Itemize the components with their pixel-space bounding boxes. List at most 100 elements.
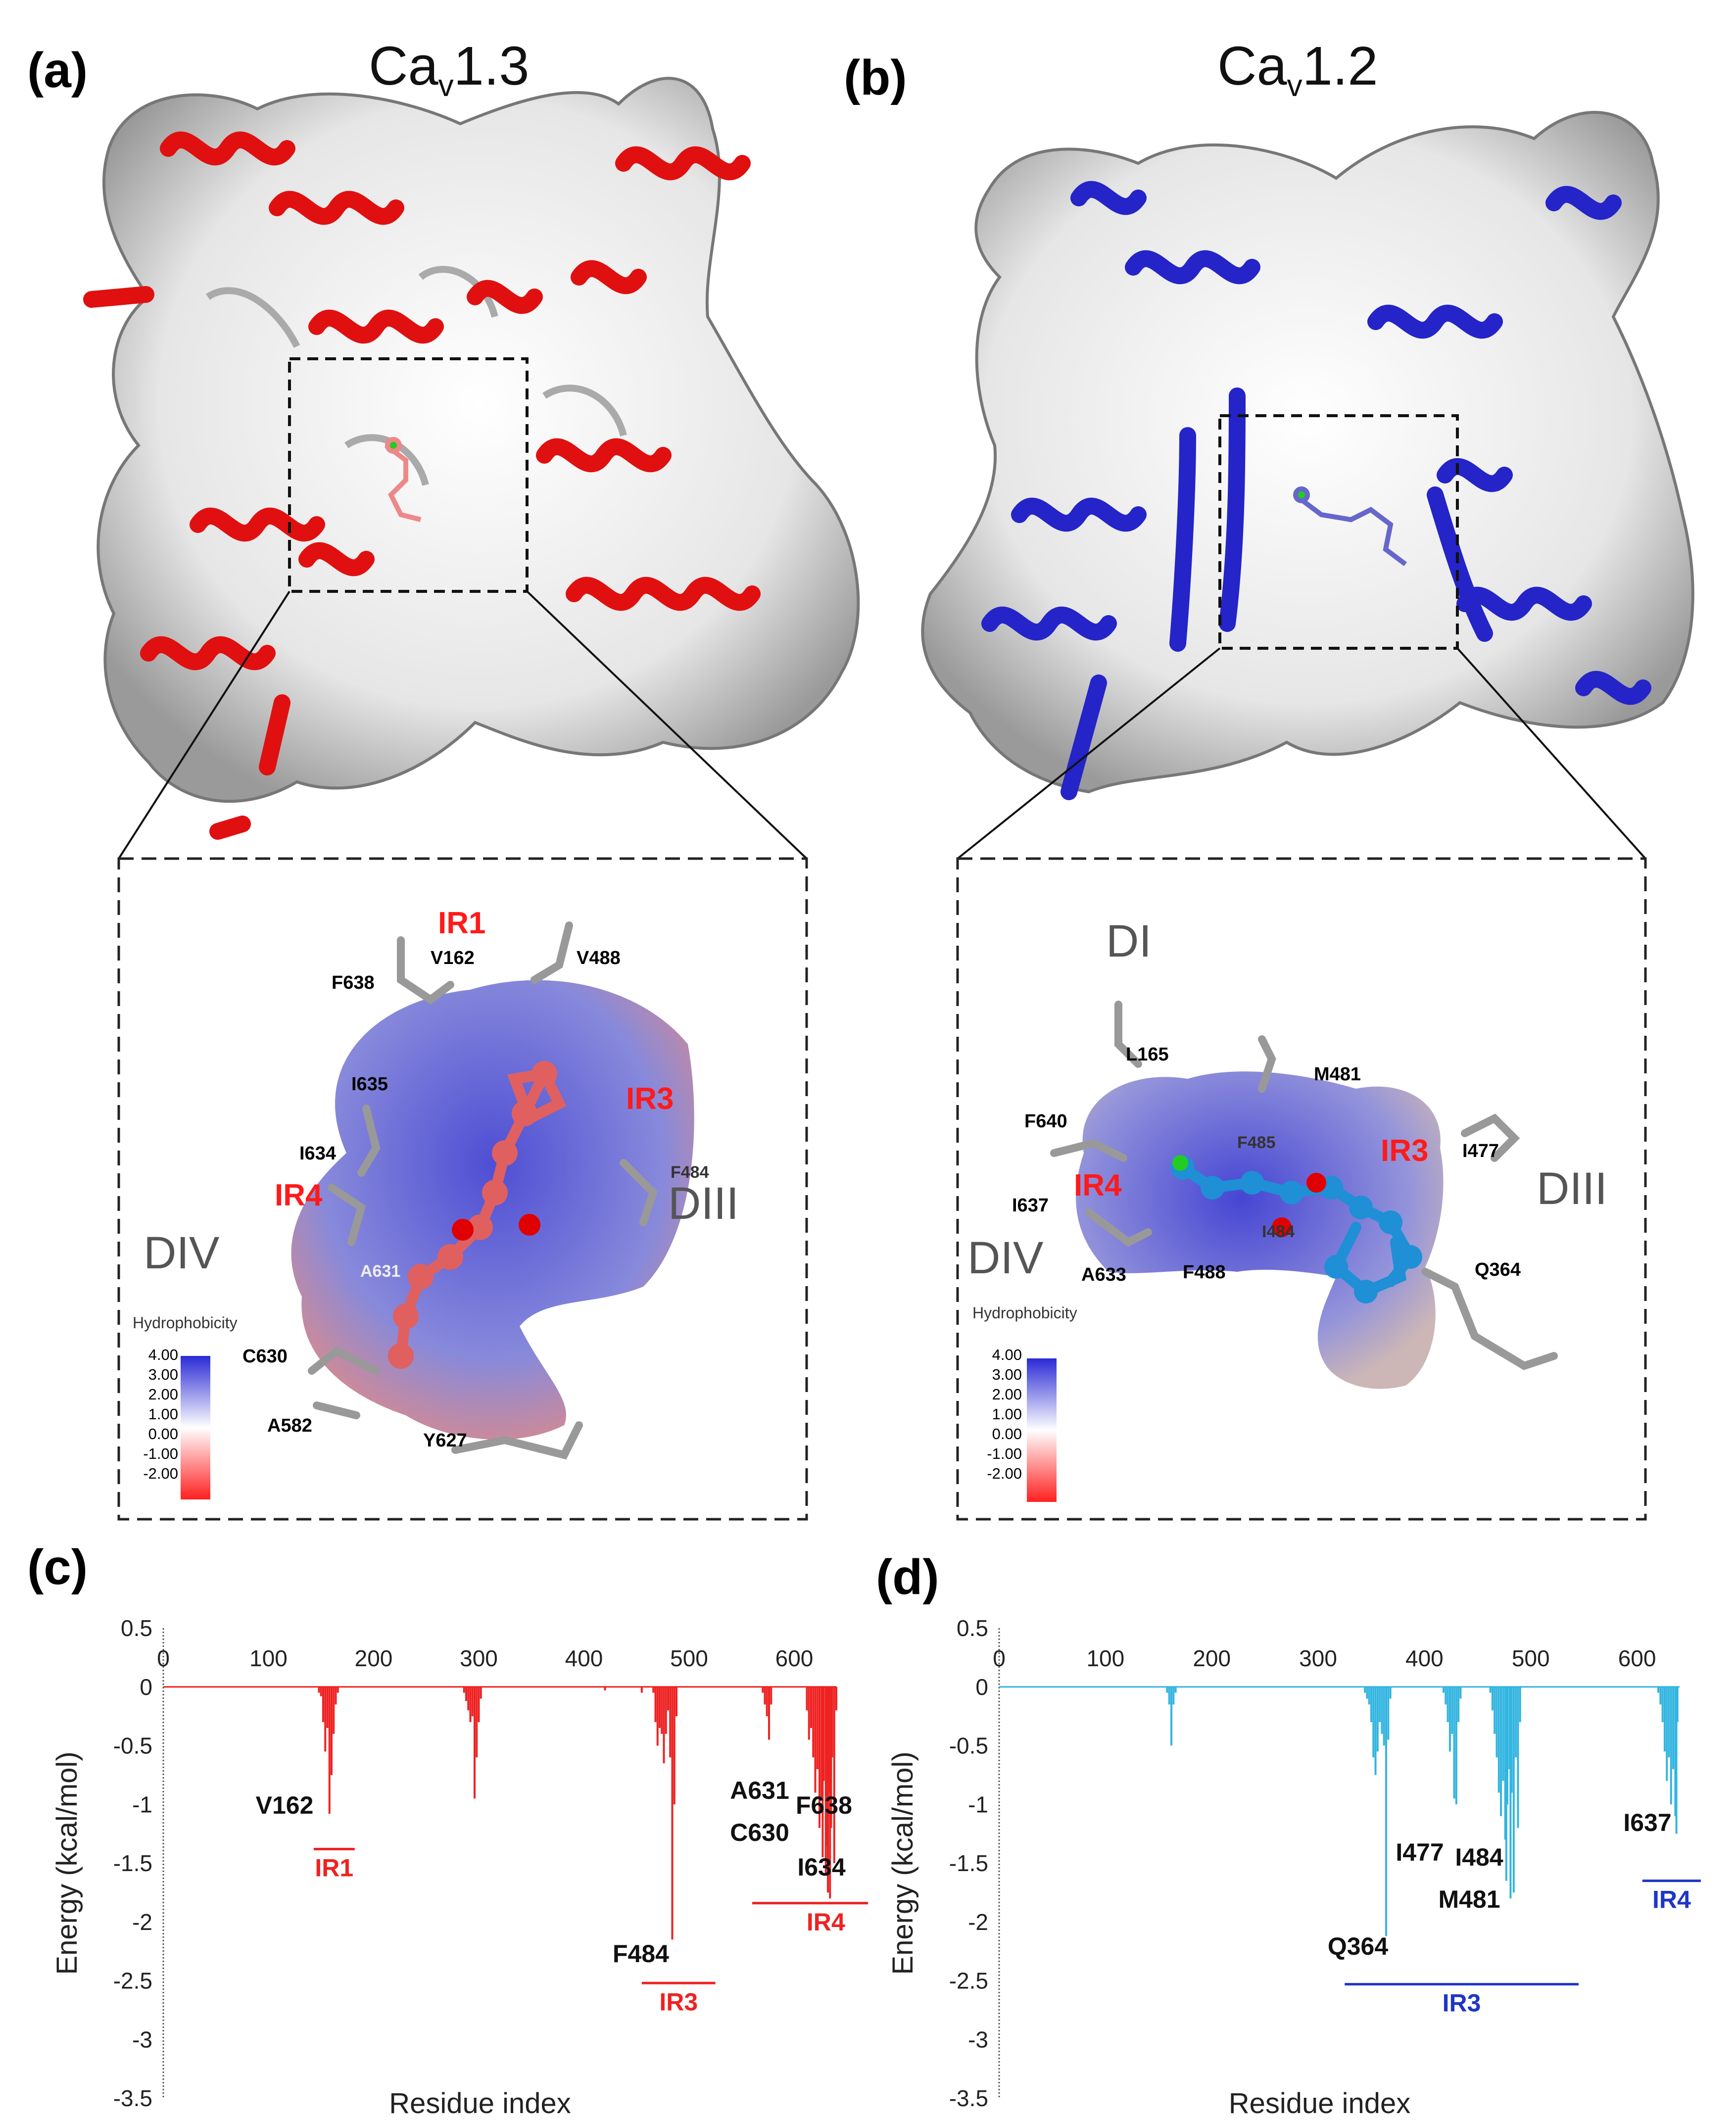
zoom-b-label-M481: M481 [1314,1064,1361,1085]
energy-bar [1663,1686,1666,1752]
residue-annotation: V162 [256,1791,314,1819]
y-tick-label: -0.5 [113,1733,152,1759]
energy-bar [673,1686,675,1805]
zoom-b-label-DIV: DIV [967,1233,1044,1283]
energy-bar [471,1686,474,1717]
y-axis-label: Energy (kcal/mol) [51,1751,83,1975]
title-a-tail: 1.3 [453,36,530,96]
energy-bar [478,1686,480,1722]
energy-bar [1672,1686,1675,1769]
x-tick-label: 100 [249,1645,288,1671]
zoom-a-label-IR1: IR1 [438,906,486,940]
energy-bar [326,1686,329,1728]
zoom-a-label-I634: I634 [299,1143,336,1164]
x-axis-label: Residue index [389,2087,571,2120]
y-tick-label: -1.5 [113,1850,152,1876]
energy-bar [465,1686,467,1701]
energy-bar [766,1686,768,1717]
group-label: IR4 [1652,1886,1691,1914]
residue-annotation: F484 [613,1940,669,1968]
energy-bar [480,1686,482,1699]
energy-bar [1372,1686,1375,1758]
energy-bar [1174,1686,1177,1693]
energy-bar [1497,1686,1500,1793]
energy-bar [337,1686,339,1693]
title-b-sub: v [1287,69,1302,103]
energy-bar [656,1686,659,1746]
legend-a-tick: 4.00 [148,1346,178,1363]
title-b-main: Ca [1217,36,1287,96]
energy-bar [671,1686,674,1940]
energy-bar [1668,1686,1670,1758]
energy-bar [1666,1686,1668,1781]
energy-bar [833,1686,835,1863]
energy-bar [835,1686,837,1711]
y-tick-label: -2 [968,1909,988,1935]
group-label: IR3 [659,1988,698,2016]
x-tick-label: 400 [1405,1645,1444,1671]
energy-bar [814,1686,817,1793]
y-tick-label: -1 [968,1791,988,1817]
legend-b-tick: -2.00 [987,1465,1022,1482]
title-b-tail: 1.2 [1302,36,1378,96]
energy-bar [806,1686,808,1711]
x-tick-label: 600 [1618,1645,1656,1671]
residue-annotation: I634 [797,1853,846,1881]
zoom-b-label-DI: DI [1106,916,1152,966]
energy-bar [808,1686,810,1740]
energy-bar [1512,1686,1515,1893]
energy-bar [663,1686,665,1764]
residue-annotation: F638 [796,1791,852,1819]
energy-bar [1504,1686,1506,1840]
group-label: IR4 [807,1908,845,1936]
panel-letter-b: (b) [844,50,907,105]
group-label: IR1 [315,1854,353,1882]
legend-b-tick: -1.00 [987,1445,1022,1462]
energy-bar [819,1686,820,1828]
residue-annotation: I637 [1623,1809,1671,1836]
energy-bar [1448,1686,1451,1752]
legend-b-tick: 2.00 [992,1386,1022,1403]
energy-bar [476,1686,478,1758]
y-tick-label: -1 [132,1791,152,1817]
zoom-b-sidechains [1050,1001,1558,1370]
energy-bar [1172,1686,1175,1705]
zoom-b-label-DIII: DIII [1537,1163,1608,1214]
zoom-a-legend-title: Hydrophobicity [133,1314,238,1332]
zoom-b-label-I637: I637 [1012,1195,1049,1216]
legend-b-tick: 0.00 [992,1425,1022,1443]
y-tick-label: -2 [132,1909,152,1935]
legend-a-tick: -2.00 [143,1465,178,1482]
zoom-a-label-DIII: DIII [668,1178,739,1229]
energy-bar [821,1686,824,1858]
y-tick-label: 0.5 [957,1615,988,1641]
energy-bar [1674,1686,1677,1816]
energy-bar [1453,1686,1455,1799]
energy-bar [1510,1686,1513,1793]
panel-letter-d: (d) [876,1549,939,1605]
y-tick-label: -3 [132,2026,152,2052]
energy-bar [1447,1686,1449,1722]
energy-bar [675,1686,677,1717]
structure-illustrations [83,77,1694,1521]
energy-bar [1381,1686,1383,1734]
energy-bar [1491,1686,1494,1711]
energy-bar [318,1686,320,1693]
energy-bar [1385,1686,1388,1936]
energy-bar [652,1686,655,1693]
zoom-b-atoms [1171,1155,1422,1303]
cav12-helices [981,181,1651,800]
energy-bar [1445,1686,1447,1705]
energy-bar [1368,1686,1370,1705]
residue-annotation: I477 [1396,1838,1444,1866]
panel-title-b: Cav1.2 [1217,35,1378,103]
energy-bar [1659,1686,1662,1705]
zoom-a-label-F484: F484 [671,1163,709,1182]
y-tick-label: 0.5 [121,1615,152,1641]
panel-letter-a: (a) [27,43,88,98]
zoom-a-label-V488: V488 [577,948,621,968]
energy-bar [1675,1686,1678,1834]
energy-chart-c: 0.50-0.5-1-1.5-2-2.5-3-3.50 100 200 300 400 5… [51,1615,868,2120]
energy-bar [661,1686,663,1734]
energy-bar [1489,1686,1492,1693]
